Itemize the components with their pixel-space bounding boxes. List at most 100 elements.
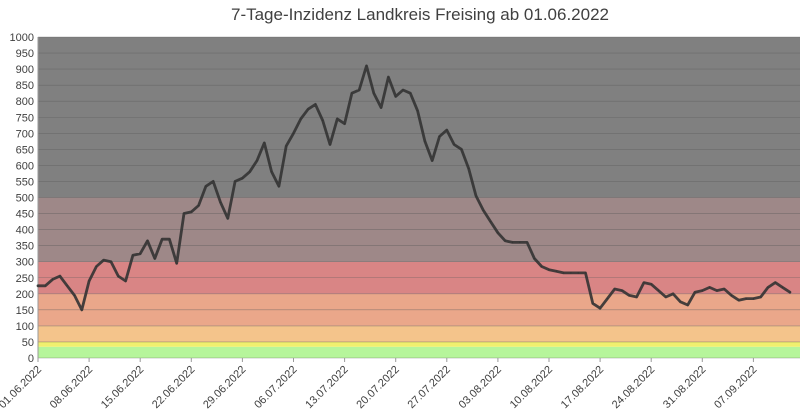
data-point-5: [73, 294, 76, 296]
x-tick-label-12: 24.08.2022: [610, 364, 657, 411]
y-tick-label-700: 700: [16, 128, 34, 140]
data-point-9: [103, 259, 105, 261]
y-tick-label-650: 650: [16, 144, 34, 156]
data-point-4: [66, 285, 68, 287]
data-point-24: [212, 180, 214, 182]
data-point-54: [431, 160, 433, 162]
data-point-2: [52, 278, 54, 280]
data-point-19: [176, 262, 178, 264]
data-point-78: [606, 298, 609, 300]
y-tick-label-500: 500: [16, 193, 34, 205]
data-point-23: [205, 185, 207, 187]
x-tick-label-0: 01.06.2022: [0, 364, 44, 411]
data-point-0: [37, 285, 39, 287]
data-point-39: [322, 119, 324, 122]
data-point-49: [395, 95, 397, 97]
data-point-84: [650, 283, 652, 285]
y-tick-label-750: 750: [16, 112, 34, 124]
x-tick-label-11: 17.08.2022: [559, 364, 606, 411]
data-point-59: [468, 168, 470, 170]
data-point-66: [519, 241, 521, 243]
y-tick-label-600: 600: [16, 160, 34, 172]
data-point-73: [570, 272, 572, 274]
data-point-26: [227, 217, 229, 219]
y-tick-label-400: 400: [16, 225, 34, 237]
data-point-102: [782, 286, 784, 288]
data-point-25: [219, 201, 222, 203]
y-tick-label-250: 250: [16, 273, 34, 285]
data-point-99: [760, 296, 762, 298]
data-point-76: [592, 302, 594, 304]
data-point-70: [548, 269, 550, 271]
data-point-58: [460, 148, 462, 150]
data-point-69: [541, 265, 543, 268]
data-point-64: [504, 240, 506, 242]
y-axis: 0 50 100 150 200 250 300 350 400 450 500 550 600 650 7…: [10, 32, 39, 365]
data-point-51: [409, 92, 411, 94]
data-point-46: [373, 92, 375, 94]
data-point-74: [577, 272, 579, 274]
data-point-65: [511, 241, 514, 243]
x-tick-label-3: 22.06.2022: [150, 364, 197, 411]
data-point-35: [292, 132, 295, 134]
data-point-87: [672, 293, 674, 295]
y-tick-label-1000: 1000: [10, 32, 34, 44]
data-point-72: [563, 272, 565, 274]
data-point-41: [336, 118, 338, 120]
data-point-91: [701, 290, 703, 292]
data-point-93: [716, 290, 718, 292]
data-point-92: [709, 286, 711, 288]
band-1: [38, 341, 800, 347]
data-point-94: [723, 288, 725, 290]
y-tick-label-100: 100: [16, 321, 34, 333]
data-point-55: [438, 135, 441, 138]
data-point-103: [789, 291, 791, 293]
series-group: [36, 64, 792, 312]
data-point-52: [417, 110, 419, 112]
data-point-10: [110, 261, 112, 263]
series-line-0: [36, 64, 792, 312]
data-point-13: [132, 254, 134, 256]
data-point-80: [621, 290, 623, 292]
x-tick-label-14: 07.09.2022: [712, 364, 759, 411]
data-point-29: [249, 171, 251, 173]
data-point-36: [300, 118, 302, 120]
y-tick-label-50: 50: [22, 337, 34, 349]
data-point-79: [614, 288, 616, 290]
data-point-3: [59, 275, 61, 277]
data-point-30: [256, 160, 258, 162]
x-tick-label-1: 08.06.2022: [48, 364, 95, 411]
data-point-86: [665, 296, 667, 298]
y-tick-label-0: 0: [28, 353, 34, 365]
y-tick-label-850: 850: [16, 80, 34, 92]
y-tick-label-950: 950: [16, 48, 34, 60]
data-point-44: [358, 89, 360, 91]
y-tick-label-450: 450: [16, 209, 34, 221]
x-tick-marks: [37, 358, 754, 362]
x-tick-label-8: 27.07.2022: [406, 364, 453, 411]
data-point-28: [241, 177, 243, 179]
data-point-95: [730, 294, 733, 296]
y-tick-label-150: 150: [16, 305, 34, 317]
data-point-22: [198, 204, 200, 207]
data-point-62: [490, 221, 492, 223]
data-point-20: [183, 212, 185, 215]
data-point-71: [555, 270, 557, 272]
x-tick-label-10: 10.08.2022: [508, 364, 555, 411]
x-axis: 01.06.2022 08.06.2022 15.06.2022 22.06.2022…: [0, 364, 760, 411]
data-point-96: [738, 299, 740, 301]
data-point-47: [380, 107, 382, 109]
data-point-45: [365, 65, 368, 67]
data-point-7: [88, 280, 90, 282]
data-point-83: [643, 282, 645, 284]
data-point-57: [453, 143, 455, 146]
data-point-1: [44, 285, 46, 287]
data-point-88: [679, 301, 682, 303]
data-point-61: [482, 209, 484, 211]
data-point-18: [168, 238, 170, 240]
x-tick-label-2: 15.06.2022: [99, 364, 146, 411]
data-point-33: [278, 185, 280, 187]
x-tick-label-6: 13.07.2022: [303, 364, 350, 411]
data-point-82: [636, 296, 638, 298]
